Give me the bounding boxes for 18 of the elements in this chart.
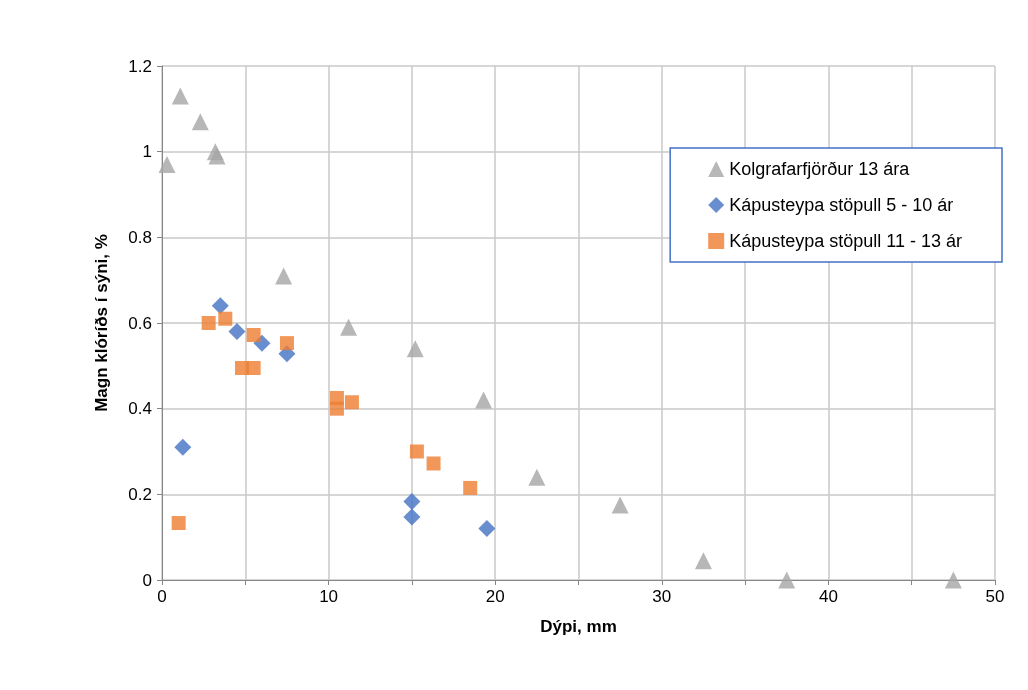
x-tick-label: 30 [652, 587, 672, 606]
legend-label: Kápusteypa stöpull 5 - 10 ár [729, 195, 954, 215]
legend-label: Kolgrafarfjörður 13 ára [729, 159, 911, 179]
y-tick-label: 0.2 [128, 484, 152, 504]
x-tick-label: 20 [485, 587, 505, 606]
y-tick-label: 0 [142, 570, 152, 590]
y-tick-label: 0.6 [128, 313, 152, 333]
legend-label: Kápusteypa stöpull 11 - 13 ár [729, 231, 963, 251]
x-tick-label: 10 [319, 587, 339, 606]
y-axis-title: Magn klóríðs í sýni, % [92, 234, 111, 412]
y-tick-label: 1 [142, 142, 152, 162]
y-tick-label: 0.8 [128, 227, 152, 247]
x-tick-label: 50 [985, 587, 1005, 606]
y-tick-label: 0.4 [128, 399, 152, 419]
x-axis-title: Dýpi, mm [540, 617, 617, 636]
x-tick-label: 40 [818, 587, 838, 606]
x-tick-label: 0 [157, 587, 167, 606]
y-tick-label: 1.2 [128, 56, 152, 76]
